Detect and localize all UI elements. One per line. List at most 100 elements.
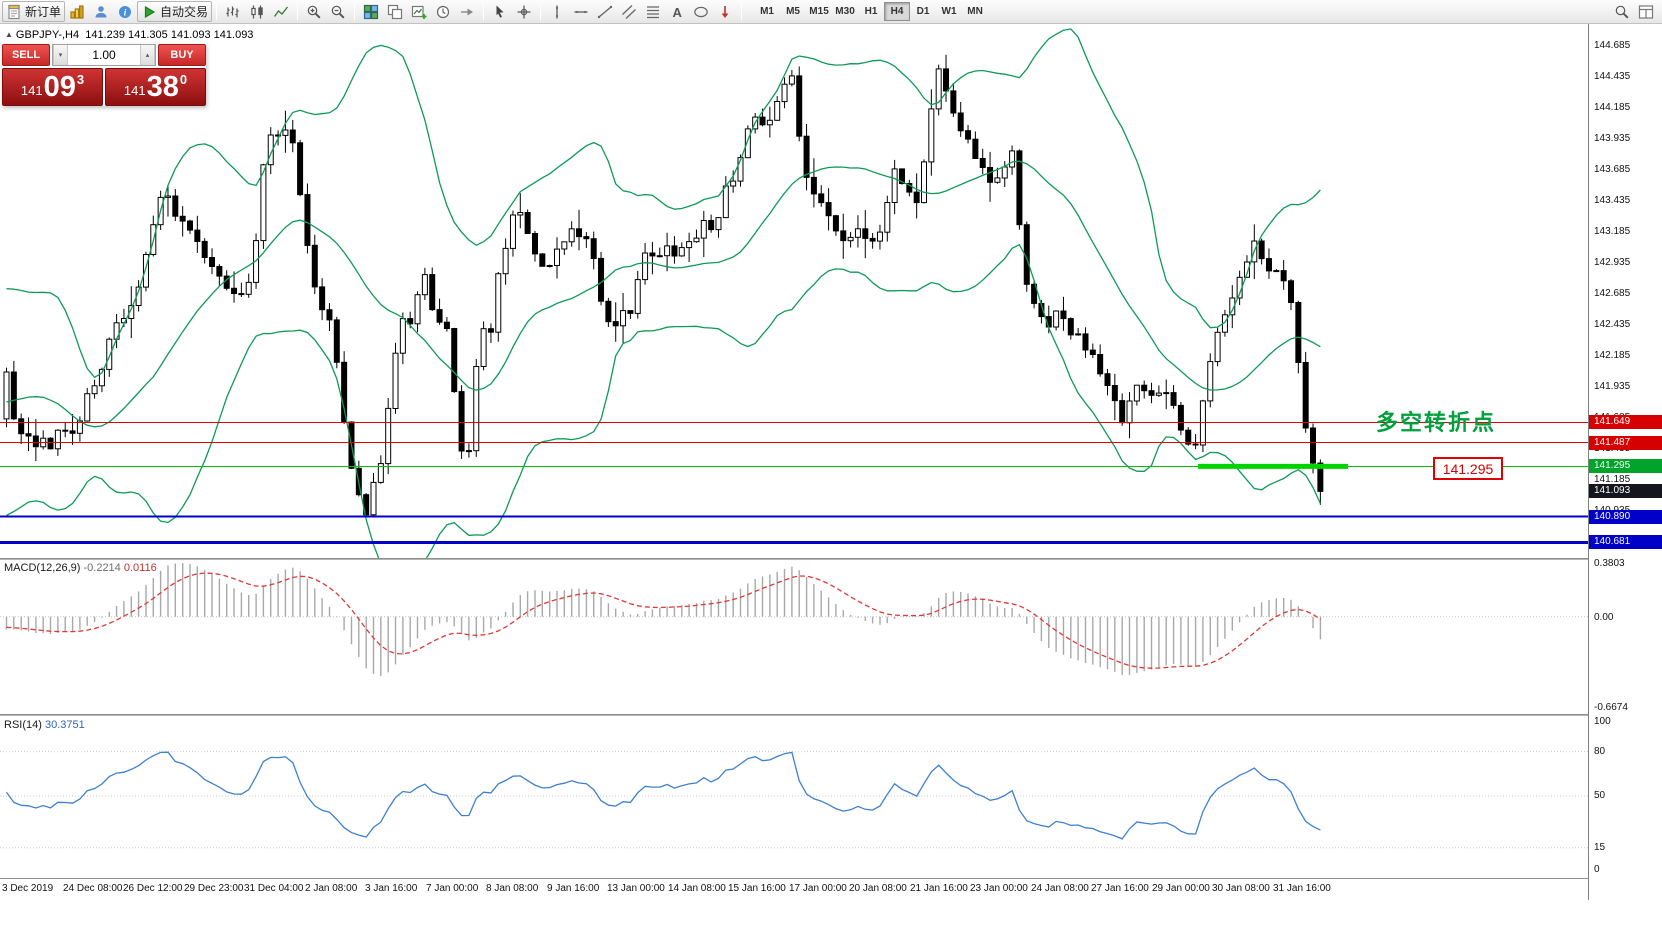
toolbar-separator: [354, 3, 356, 20]
macd-axis-label: 0.00: [1594, 612, 1614, 623]
horizontal-line-button[interactable]: [569, 1, 593, 22]
time-axis-label: 29 Dec 23:00: [184, 883, 244, 894]
trendline-button[interactable]: [593, 1, 617, 22]
timeframe-m15[interactable]: M15: [806, 2, 832, 21]
candlestick-chart-button[interactable]: [245, 1, 269, 22]
price-axis[interactable]: 144.685 144.435 144.185 143.935 143.685 143.4…: [1588, 24, 1662, 900]
time-axis-label: 9 Jan 16:00: [547, 883, 600, 894]
channel-button[interactable]: [617, 1, 641, 22]
time-axis-label: 24 Dec 08:00: [63, 883, 123, 894]
data-window-button[interactable]: [89, 1, 113, 22]
rsi-panel-canvas[interactable]: [0, 716, 1588, 876]
rsi-axis-label: 0: [1594, 864, 1600, 875]
toolbar-separator: [297, 3, 299, 20]
timeframe-m30[interactable]: M30: [832, 2, 858, 21]
time-axis-label: 3 Dec 2019: [2, 883, 54, 894]
price-axis-label: 142.185: [1594, 350, 1631, 361]
volume-input[interactable]: 1.00: [92, 48, 116, 62]
buy-price-sup: 0: [179, 72, 188, 87]
sell-price-sup: 3: [76, 72, 85, 87]
crosshair-button[interactable]: [512, 1, 536, 22]
arrow-tool-button[interactable]: [713, 1, 737, 22]
macd-panel-canvas[interactable]: [0, 560, 1588, 714]
chart-shift-button[interactable]: [455, 1, 479, 22]
rsi-axis-label: 50: [1594, 790, 1606, 801]
price-axis-label: 143.935: [1594, 133, 1631, 144]
buy-price-prefix: 141: [123, 83, 146, 98]
panel-splitter[interactable]: [0, 558, 1662, 560]
quote-text: GBPJPY-,H4 141.239 141.305 141.093 141.0…: [15, 29, 254, 41]
time-axis-label: 15 Jan 16:00: [728, 883, 786, 894]
help-button[interactable]: i: [113, 1, 137, 22]
timeframe-m1[interactable]: M1: [754, 2, 780, 21]
price-axis-label: 144.435: [1594, 71, 1631, 82]
timeframe-mn[interactable]: MN: [962, 2, 988, 21]
fibonacci-button[interactable]: [641, 1, 665, 22]
price-axis-label: 143.435: [1594, 195, 1631, 206]
price-axis-label: 143.185: [1594, 226, 1631, 237]
sell-button[interactable]: SELL: [2, 44, 50, 66]
time-axis-label: 29 Jan 00:00: [1152, 883, 1210, 894]
zoom-in-button[interactable]: [302, 1, 326, 22]
shapes-button[interactable]: [689, 1, 713, 22]
time-axis-label: 3 Jan 16:00: [365, 883, 418, 894]
rsi-axis-label: 100: [1594, 716, 1611, 727]
buy-price-display[interactable]: 141 38 0: [105, 68, 206, 106]
auto-trading-button[interactable]: 自动交易: [137, 1, 213, 22]
price-axis-label: 142.935: [1594, 257, 1631, 268]
zoom-out-button[interactable]: [326, 1, 350, 22]
macd-indicator-label: MACD(12,26,9) -0.2214 0.0116: [4, 562, 157, 574]
time-axis-label: 2 Jan 08:00: [305, 883, 358, 894]
time-axis-label: 31 Dec 04:00: [244, 883, 304, 894]
price-axis-label: 144.685: [1594, 40, 1631, 51]
panel-splitter[interactable]: [0, 714, 1662, 716]
new-chart-button[interactable]: [407, 1, 431, 22]
macd-value-signal: 0.0116: [123, 562, 157, 574]
window-layout-button[interactable]: [1634, 1, 1658, 22]
time-axis-label: 17 Jan 00:00: [789, 883, 847, 894]
timeframe-h1[interactable]: H1: [858, 2, 884, 21]
price-axis-label: 142.685: [1594, 288, 1631, 299]
time-axis-label: 8 Jan 08:00: [486, 883, 539, 894]
sell-price-prefix: 141: [20, 83, 43, 98]
cursor-button[interactable]: [488, 1, 512, 22]
line-chart-button[interactable]: [269, 1, 293, 22]
timeframe-m5[interactable]: M5: [780, 2, 806, 21]
cascade-windows-button[interactable]: [383, 1, 407, 22]
timeframe-toolbar: M1 M5 M15 M30 H1 H4 D1 W1 MN: [754, 2, 988, 21]
time-axis-label: 23 Jan 00:00: [970, 883, 1028, 894]
price-axis-label: 143.685: [1594, 164, 1631, 175]
toolbar-separator: [483, 3, 485, 20]
market-watch-button[interactable]: [65, 1, 89, 22]
main-chart-canvas[interactable]: [0, 24, 1588, 558]
time-axis[interactable]: 3 Dec 2019 24 Dec 08:00 26 Dec 12:00 29 Dec…: [0, 878, 1588, 900]
price-tag-141.649: 141.649: [1589, 415, 1662, 429]
volume-increase-button[interactable]: ▴: [140, 45, 155, 65]
tile-windows-button[interactable]: [359, 1, 383, 22]
text-button[interactable]: A: [665, 1, 689, 22]
bar-chart-button[interactable]: [221, 1, 245, 22]
new-order-button[interactable]: 新订单: [2, 1, 66, 22]
time-axis-label: 27 Jan 16:00: [1091, 883, 1149, 894]
sell-price-display[interactable]: 141 09 3: [2, 68, 103, 106]
timeframe-d1[interactable]: D1: [910, 2, 936, 21]
auto-scroll-button[interactable]: [431, 1, 455, 22]
one-click-trading-panel: SELL ▾ 1.00 ▴ BUY 141 09 3 141 38 0: [2, 44, 206, 106]
volume-decrease-button[interactable]: ▾: [53, 45, 68, 65]
time-axis-label: 14 Jan 08:00: [668, 883, 726, 894]
timeframe-w1[interactable]: W1: [936, 2, 962, 21]
vertical-line-button[interactable]: [545, 1, 569, 22]
time-axis-label: 26 Dec 12:00: [123, 883, 183, 894]
timeframe-h4[interactable]: H4: [884, 2, 911, 21]
expand-icon[interactable]: ▲: [5, 30, 13, 39]
price-alert-label: 141.295: [1433, 457, 1503, 480]
price-axis-label: 144.185: [1594, 102, 1631, 113]
price-axis-label: 141.935: [1594, 381, 1631, 392]
price-tag-140.890: 140.890: [1589, 510, 1662, 524]
time-axis-label: 20 Jan 08:00: [849, 883, 907, 894]
buy-button[interactable]: BUY: [158, 44, 206, 66]
macd-value-main: -0.2214: [83, 562, 121, 574]
time-axis-label: 30 Jan 08:00: [1212, 883, 1270, 894]
search-button[interactable]: [1610, 1, 1634, 22]
rsi-value: 30.3751: [44, 719, 85, 731]
